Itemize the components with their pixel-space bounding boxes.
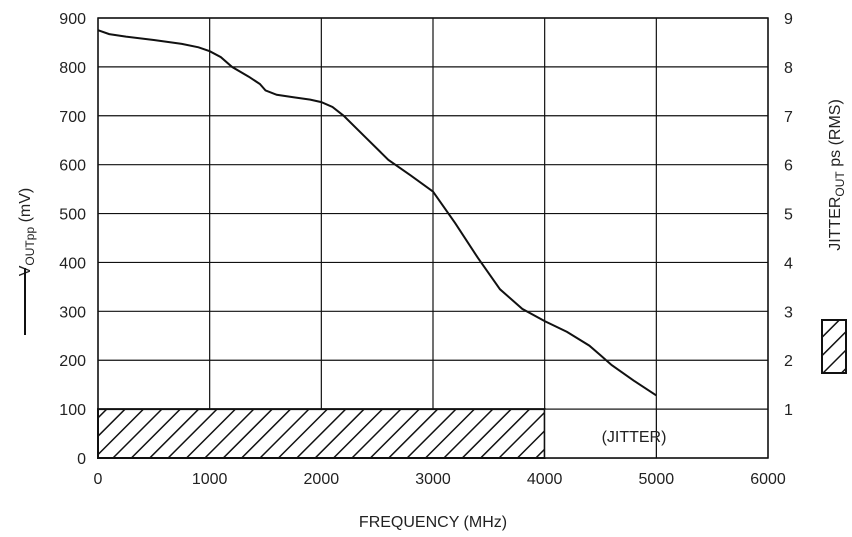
x-tick-label-5: 5000 — [639, 471, 675, 488]
x-tick-label-1: 1000 — [192, 471, 228, 488]
left-y-tick-label-2: 200 — [59, 353, 86, 370]
right-y-tick-label-5: 6 — [784, 158, 793, 175]
left-y-tick-label-3: 300 — [59, 304, 86, 321]
right-y-tick-label-2: 3 — [784, 304, 793, 321]
annotation-0: (JITTER) — [602, 429, 667, 446]
left-axis-title-sub: OUTpp — [23, 227, 37, 266]
vout-line — [97, 29, 657, 397]
left-axis-title-unit: (mV) — [17, 188, 34, 227]
svg-text:JITTEROUT ps (RMS): JITTEROUT ps (RMS) — [827, 99, 847, 251]
left-y-tick-label-8: 800 — [59, 60, 86, 77]
x-axis-title: FREQUENCY (MHz) — [359, 514, 507, 531]
right-y-tick-label-0: 1 — [784, 402, 793, 419]
left-y-tick-label-7: 700 — [59, 109, 86, 126]
right-axis-title-sub: OUT — [833, 171, 847, 197]
x-tick-label-2: 2000 — [304, 471, 340, 488]
right-y-tick-label-7: 8 — [784, 60, 793, 77]
left-y-tick-labels: 0 100 200 300 400 500 600 700 800 900 — [59, 11, 86, 468]
jitter-bar-0 — [97, 408, 546, 460]
left-y-tick-label-9: 900 — [59, 11, 86, 28]
x-tick-label-3: 3000 — [415, 471, 451, 488]
right-y-tick-label-4: 5 — [784, 207, 793, 224]
right-y-tick-label-1: 2 — [784, 353, 793, 370]
plot-frame — [97, 17, 769, 459]
left-y-tick-label-0: 0 — [77, 451, 86, 468]
x-tick-label-6: 6000 — [750, 471, 786, 488]
left-y-tick-label-4: 400 — [59, 255, 86, 272]
right-y-tick-label-3: 4 — [784, 255, 793, 272]
left-y-tick-label-5: 500 — [59, 207, 86, 224]
right-y-tick-labels: 1 2 3 4 5 6 7 8 9 — [784, 11, 793, 419]
x-tick-label-0: 0 — [94, 471, 103, 488]
right-legend-hatch — [821, 319, 847, 374]
right-axis-title-main: JITTER — [827, 197, 844, 251]
annotations: (JITTER) — [602, 429, 667, 446]
right-axis-title: JITTEROUT ps (RMS) — [827, 99, 847, 251]
right-axis-title-unit: ps (RMS) — [827, 99, 844, 171]
gridlines — [97, 17, 769, 459]
jitter-region-box — [544, 408, 657, 459]
x-tick-labels: 0 1000 2000 3000 4000 5000 6000 — [94, 471, 786, 488]
vout-series — [97, 29, 657, 397]
left-y-tick-label-1: 100 — [59, 402, 86, 419]
left-axis-title: VOUTpp (mV) — [17, 188, 37, 276]
svg-text:VOUTpp (mV): VOUTpp (mV) — [17, 188, 37, 276]
right-y-tick-label-6: 7 — [784, 109, 793, 126]
x-tick-label-4: 4000 — [527, 471, 563, 488]
jitter-bars — [97, 408, 657, 460]
right-y-tick-label-8: 9 — [784, 11, 793, 28]
left-y-tick-label-6: 600 — [59, 158, 86, 175]
